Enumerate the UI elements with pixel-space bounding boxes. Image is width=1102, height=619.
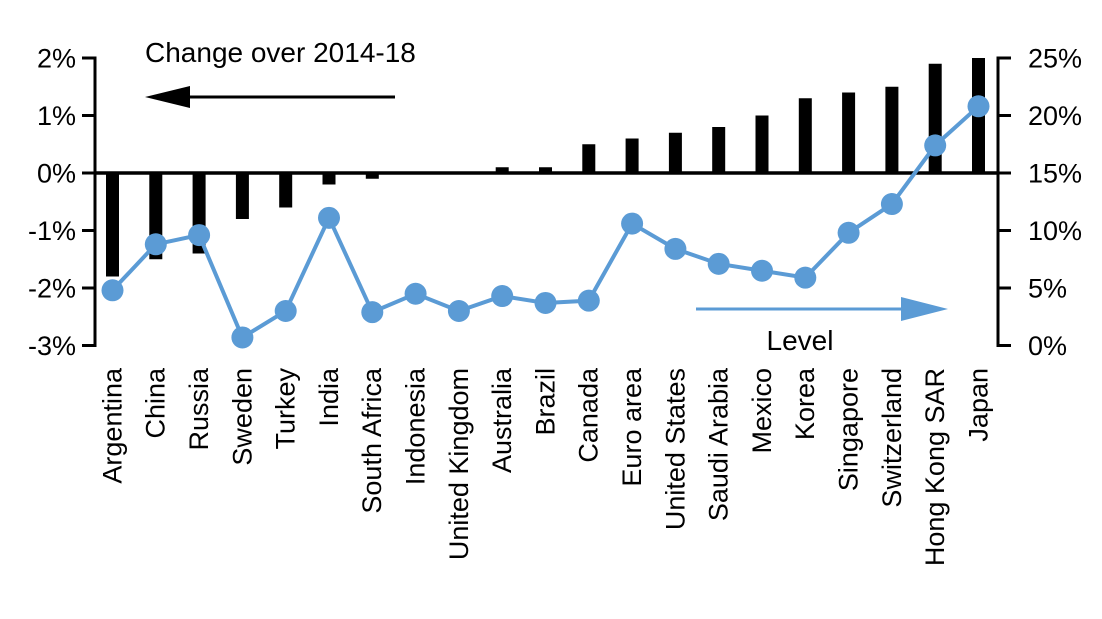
- category-label-euro-area: Euro area: [617, 367, 647, 487]
- bar-hong-kong-sar: [928, 63, 942, 173]
- level-marker-hong-kong-sar: [924, 134, 947, 157]
- right-axis-tick-label: 10%: [1028, 216, 1082, 246]
- category-label-brazil: Brazil: [530, 368, 560, 436]
- bar-south-africa: [365, 173, 379, 179]
- bar-korea: [798, 98, 812, 173]
- category-label-japan: Japan: [963, 368, 993, 442]
- bar-brazil: [539, 167, 552, 173]
- level-marker-sweden: [231, 326, 254, 349]
- category-label-india: India: [314, 367, 344, 427]
- left-axis-tick-label: 1%: [37, 101, 76, 131]
- bar-mexico: [755, 115, 769, 173]
- category-label-china: China: [141, 367, 171, 439]
- bar-saudi-arabia: [712, 127, 726, 173]
- bar-turkey: [279, 173, 293, 208]
- category-label-australia: Australia: [487, 367, 517, 473]
- change-annotation-label: Change over 2014-18: [145, 37, 416, 68]
- right-arrow-icon: [696, 297, 948, 321]
- level-marker-saudi-arabia: [707, 252, 730, 275]
- bar-argentina: [106, 173, 119, 277]
- category-label-saudi-arabia: Saudi Arabia: [704, 367, 734, 521]
- level-marker-switzerland: [880, 193, 903, 216]
- bar-singapore: [842, 92, 856, 173]
- right-axis-tick-label: 15%: [1028, 158, 1082, 188]
- level-marker-indonesia: [404, 282, 427, 305]
- right-axis-tick-label: 5%: [1028, 273, 1067, 303]
- level-marker-singapore: [837, 221, 860, 244]
- level-marker-china: [144, 233, 167, 256]
- category-label-turkey: Turkey: [271, 368, 301, 450]
- left-axis-tick-label: 0%: [37, 158, 76, 188]
- level-marker-euro-area: [621, 212, 644, 235]
- category-label-russia: Russia: [184, 367, 214, 451]
- level-marker-south-africa: [361, 301, 384, 324]
- level-marker-korea: [794, 266, 817, 289]
- left-axis-tick-label: 2%: [37, 43, 76, 73]
- level-marker-united-kingdom: [447, 300, 470, 322]
- category-label-korea: Korea: [790, 367, 820, 440]
- bar-euro-area: [625, 138, 639, 173]
- left-axis-tick-label: -1%: [28, 216, 76, 246]
- left-axis-tick-label: -3%: [28, 331, 76, 361]
- level-marker-australia: [491, 285, 514, 308]
- category-label-mexico: Mexico: [747, 368, 777, 454]
- right-axis-tick-label: 20%: [1028, 101, 1082, 131]
- level-marker-japan: [967, 95, 990, 118]
- bar-sweden: [235, 173, 249, 219]
- category-label-switzerland: Switzerland: [877, 368, 907, 508]
- level-marker-brazil: [534, 291, 557, 314]
- level-marker-canada: [577, 289, 600, 312]
- left-axis-tick-label: -2%: [28, 273, 76, 303]
- left-arrow-icon: [145, 86, 395, 108]
- bar-switzerland: [885, 86, 899, 173]
- level-marker-russia: [188, 224, 211, 247]
- level-marker-mexico: [751, 259, 773, 282]
- category-label-south-africa: South Africa: [357, 367, 387, 514]
- right-axis-tick-label: 25%: [1028, 43, 1082, 73]
- category-label-united-kingdom: United Kingdom: [444, 368, 474, 560]
- bar-canada: [582, 144, 596, 173]
- bar-australia: [495, 167, 509, 173]
- level-marker-turkey: [274, 300, 297, 322]
- category-label-indonesia: Indonesia: [401, 367, 431, 485]
- level-marker-argentina: [101, 279, 124, 302]
- right-axis-tick-label: 0%: [1028, 331, 1067, 361]
- level-marker-united-states: [664, 237, 687, 260]
- category-label-hong-kong-sar: Hong Kong SAR: [920, 368, 950, 566]
- category-label-canada: Canada: [574, 367, 604, 463]
- bar-united-states: [668, 132, 682, 173]
- level-annotation-label: Level: [767, 325, 834, 356]
- level-marker-india: [318, 206, 340, 229]
- category-label-singapore: Singapore: [834, 368, 864, 491]
- category-label-sweden: Sweden: [227, 368, 257, 466]
- category-label-united-states: United States: [660, 368, 690, 530]
- category-label-argentina: Argentina: [97, 367, 127, 484]
- bar-india: [322, 173, 336, 185]
